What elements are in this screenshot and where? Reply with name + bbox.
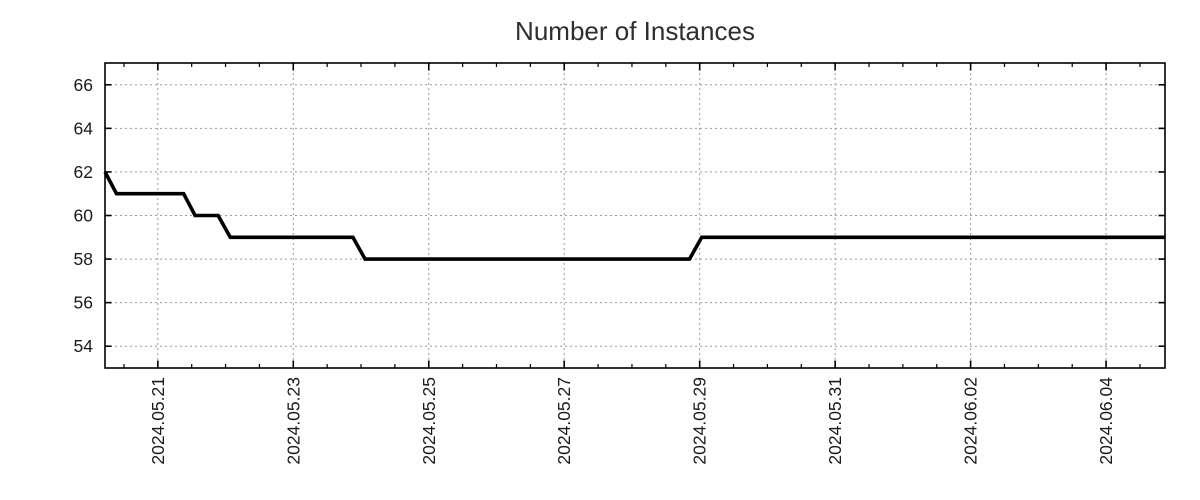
y-tick-label: 60: [74, 206, 94, 226]
x-tick-label: 2024.05.29: [690, 377, 710, 465]
y-tick-label: 54: [74, 336, 94, 356]
x-tick-label: 2024.06.04: [1096, 377, 1116, 465]
x-tick-label: 2024.05.21: [148, 377, 168, 465]
series-line-instances: [103, 171, 1165, 261]
x-tick-label: 2024.05.27: [554, 377, 574, 465]
series-layer: [103, 171, 1165, 261]
y-tick-label: 62: [74, 162, 93, 182]
x-tick-label: 2024.05.31: [825, 377, 845, 465]
y-tick-label: 64: [74, 118, 94, 138]
y-tick-label: 56: [74, 293, 93, 313]
x-tick-label: 2024.06.02: [961, 377, 981, 465]
y-tick-label: 58: [74, 249, 93, 269]
x-tick-label: 2024.05.23: [283, 377, 303, 465]
grid-layer: [105, 63, 1165, 368]
tick-layer: [105, 63, 1165, 368]
x-tick-label: 2024.05.25: [419, 377, 439, 465]
y-tick-label: 66: [74, 75, 93, 95]
plot-border: [104, 62, 1166, 369]
chart-title: Number of Instances: [515, 16, 755, 46]
axis-tick-labels: 54 56 58 60 62 64 66 2024.05.21 2024.05.23 2024.0…: [74, 75, 1117, 465]
